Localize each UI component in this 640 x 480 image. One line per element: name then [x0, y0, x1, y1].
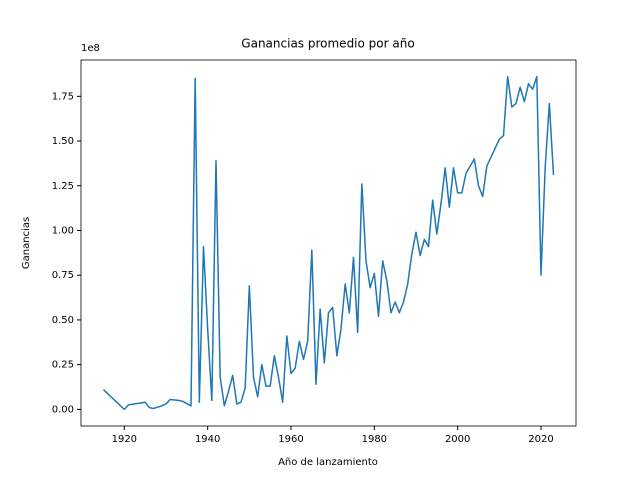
- y-tick-label: 0.50: [52, 315, 74, 326]
- y-offset-label: 1e8: [81, 43, 100, 54]
- plot-frame: [80, 59, 577, 427]
- x-tick-label: 1920: [112, 434, 137, 445]
- y-axis-label: Ganancias: [21, 217, 32, 269]
- y-tick-label: 1.00: [52, 225, 74, 236]
- line: [102, 75, 555, 411]
- y-tick-label: 1.25: [52, 181, 74, 192]
- x-tick-label: 1940: [195, 434, 220, 445]
- x-tick-label: 1960: [278, 434, 303, 445]
- y-tick-label: 0.00: [52, 404, 74, 415]
- y-tick-label: 0.75: [52, 270, 74, 281]
- y-tick-label: 0.25: [52, 360, 74, 371]
- x-axis-label: Año de lanzamiento: [278, 457, 378, 468]
- chart-title: Ganancias promedio por año: [241, 37, 414, 51]
- y-tick-label: 1.50: [52, 136, 74, 147]
- x-tick-label: 2000: [445, 434, 470, 445]
- x-tick-label: 1980: [362, 434, 387, 445]
- x-tick-label: 2020: [528, 434, 553, 445]
- y-tick-label: 1.75: [52, 91, 74, 102]
